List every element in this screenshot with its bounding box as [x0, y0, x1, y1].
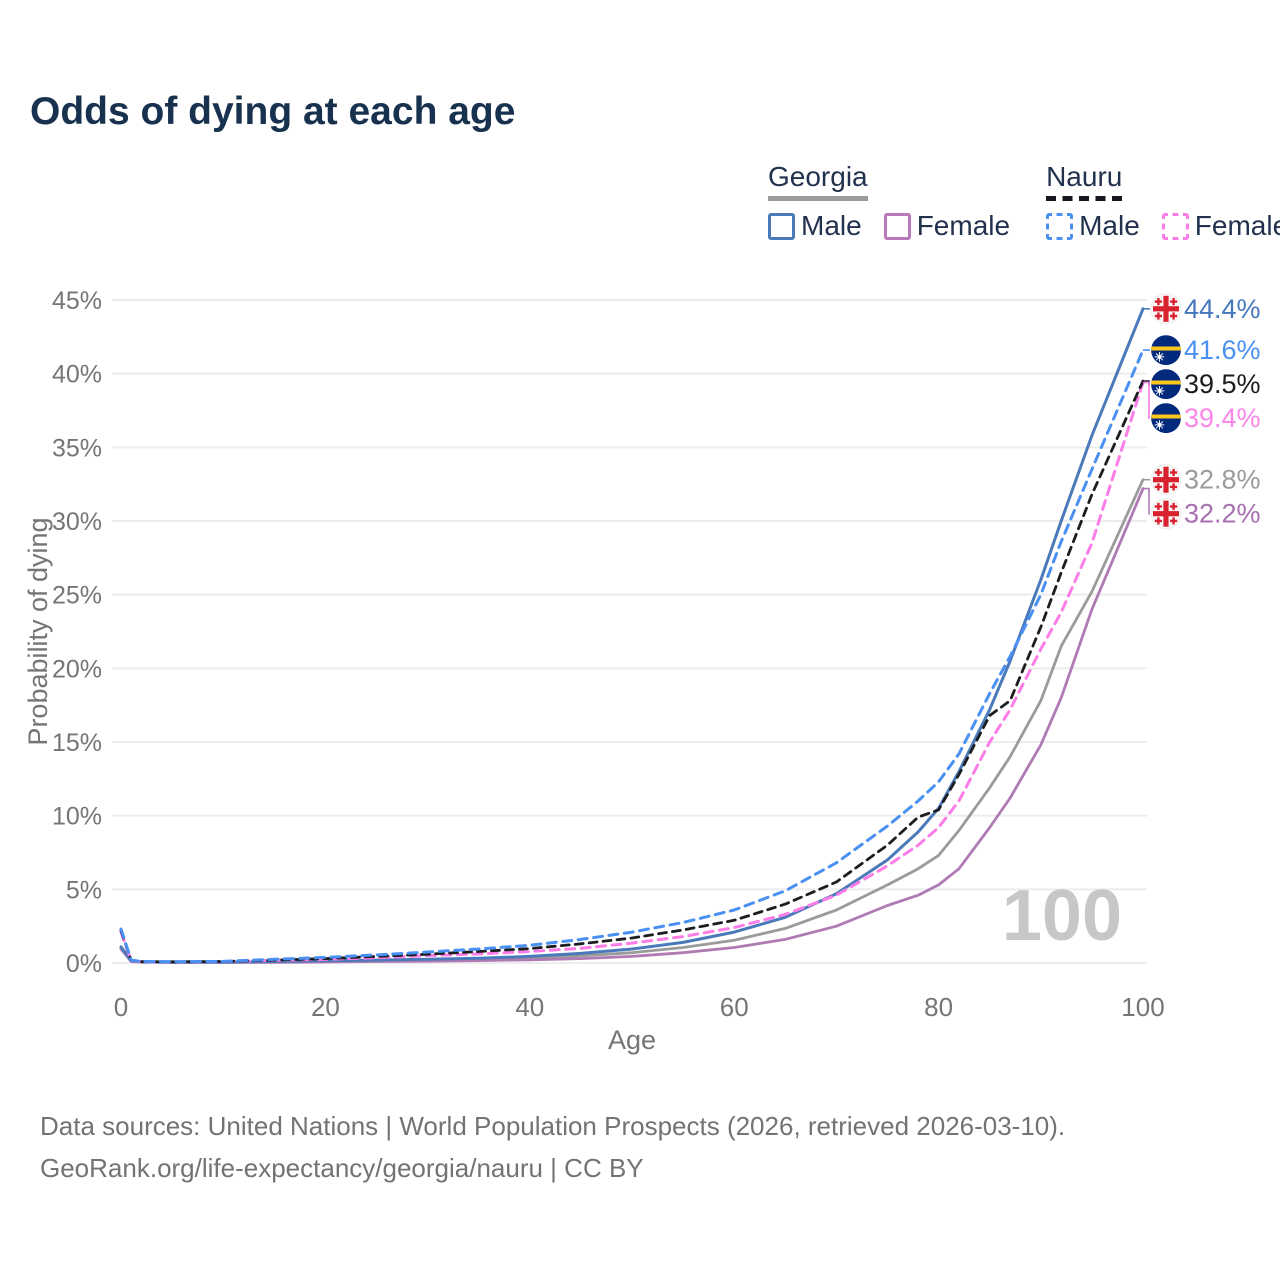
end-label-georgia-female: 32.2% — [1150, 498, 1261, 530]
legend-header-georgia[interactable]: Georgia — [768, 162, 868, 201]
end-label-nauru-all: 39.5% — [1151, 369, 1261, 400]
legend-group-nauru: Nauru Male Female — [1046, 162, 1280, 242]
page-title: Odds of dying at each age — [30, 90, 516, 133]
y-tick-label: 0% — [66, 950, 102, 978]
georgia-male-swatch-icon[interactable] — [768, 212, 795, 240]
x-tick-label: 40 — [515, 992, 544, 1022]
y-tick-label: 10% — [52, 803, 102, 831]
nauru-female-swatch-icon[interactable] — [1161, 212, 1189, 240]
legend-item-georgia-female[interactable]: Female — [883, 210, 1011, 242]
end-label-value-nauru-all: 39.5% — [1184, 369, 1261, 399]
x-tick-label: 100 — [1121, 992, 1164, 1022]
y-tick-label: 5% — [66, 876, 102, 904]
y-tick-label: 35% — [52, 434, 102, 462]
y-tick-label: 40% — [52, 361, 102, 389]
series-line-georgia-female — [119, 487, 1145, 964]
legend-header-nauru[interactable]: Nauru — [1046, 162, 1123, 201]
end-label-connector-nauru-female — [1143, 381, 1150, 419]
legend-item-georgia-male[interactable]: Male — [768, 210, 862, 242]
end-label-value-georgia-male: 44.4% — [1184, 294, 1261, 324]
x-tick-label: 80 — [924, 992, 953, 1022]
x-tick-label: 60 — [720, 992, 749, 1022]
end-label-value-georgia-all: 32.8% — [1184, 465, 1261, 495]
x-axis-title: Age — [608, 1025, 656, 1055]
end-label-nauru-male: 41.6% — [1151, 335, 1261, 366]
y-axis-title: Probability of dying — [23, 517, 53, 745]
y-tick-label: 20% — [52, 655, 102, 683]
x-tick-label: 20 — [311, 992, 340, 1022]
y-tick-label: 25% — [52, 582, 102, 610]
georgia-female-swatch-icon[interactable] — [883, 212, 911, 240]
y-tick-label: 30% — [52, 508, 102, 536]
end-label-value-georgia-female: 32.2% — [1184, 499, 1261, 529]
legend-item-nauru-male[interactable]: Male — [1046, 210, 1140, 242]
age-watermark: 100 — [1002, 876, 1122, 956]
legend-label-georgia-male: Male — [801, 210, 862, 241]
y-tick-label: 15% — [52, 729, 102, 757]
end-label-georgia-male: 44.4% — [1150, 293, 1261, 325]
legend-label-georgia-female: Female — [916, 210, 1011, 241]
footer: Data sources: United Nations | World Pop… — [40, 1105, 1065, 1189]
x-tick-label: 0 — [114, 992, 128, 1022]
legend: Georgia Male Female Nauru Male Female — [768, 162, 1280, 242]
end-label-georgia-all: 32.8% — [1150, 464, 1261, 496]
end-label-value-nauru-female: 39.4% — [1184, 403, 1261, 433]
nauru-male-swatch-icon[interactable] — [1046, 212, 1074, 240]
legend-label-nauru-female: Female — [1194, 210, 1280, 241]
series-line-nauru-male — [119, 348, 1145, 964]
series-line-nauru-female — [119, 381, 1145, 964]
legend-group-georgia: Georgia Male Female — [768, 162, 1010, 242]
legend-label-nauru-male: Male — [1079, 210, 1140, 241]
series-line-nauru-all — [119, 379, 1145, 964]
series-line-georgia-male — [119, 307, 1145, 964]
data-sources-line: Data sources: United Nations | World Pop… — [40, 1111, 1066, 1141]
attribution-line: GeoRank.org/life-expectancy/georgia/naur… — [40, 1153, 644, 1183]
end-label-value-nauru-male: 41.6% — [1184, 335, 1261, 365]
end-label-connector-georgia-female — [1143, 487, 1150, 515]
end-label-nauru-female: 39.4% — [1151, 403, 1261, 434]
y-tick-label: 45% — [52, 287, 102, 315]
legend-item-nauru-female[interactable]: Female — [1161, 210, 1280, 242]
